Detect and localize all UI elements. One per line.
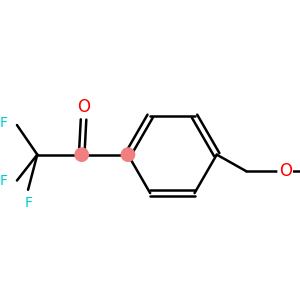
Circle shape	[121, 148, 135, 161]
Circle shape	[75, 148, 88, 161]
Text: F: F	[25, 196, 33, 210]
Text: F: F	[0, 175, 8, 188]
Text: F: F	[0, 116, 8, 130]
Text: O: O	[279, 162, 292, 180]
Text: O: O	[77, 98, 90, 116]
